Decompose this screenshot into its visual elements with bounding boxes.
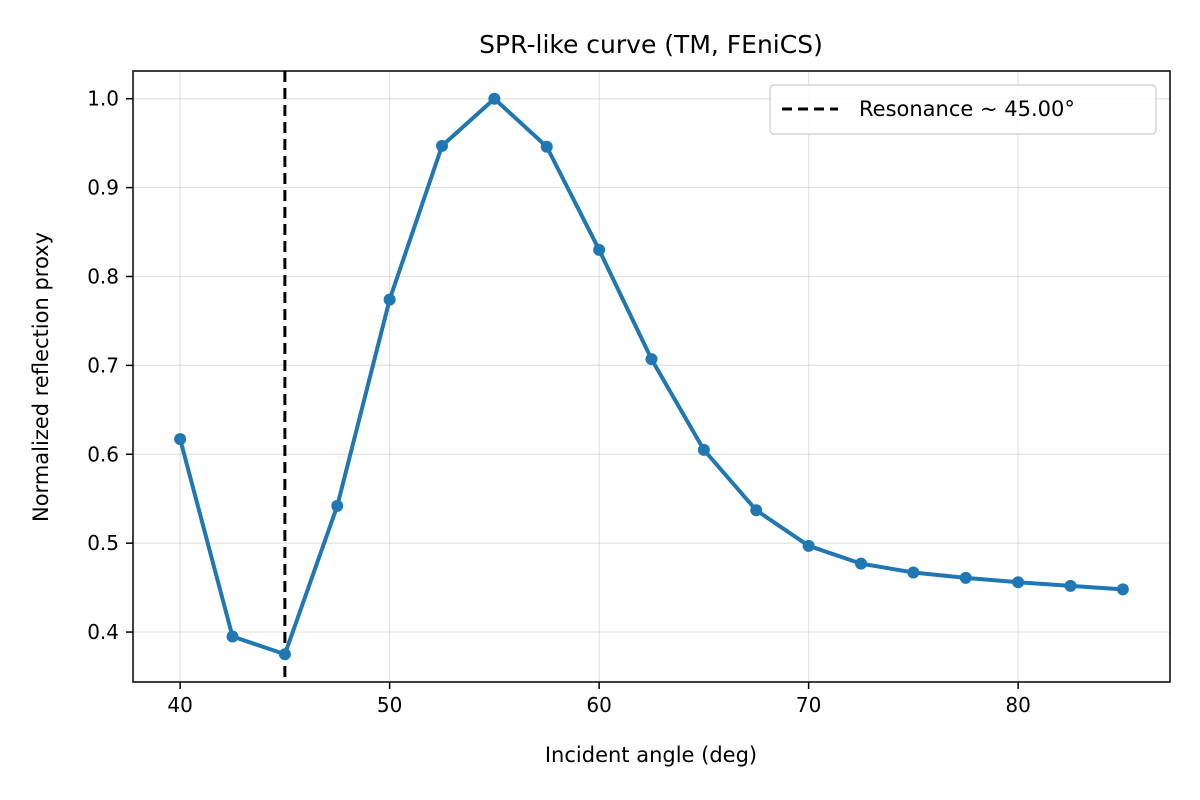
y-tick-label: 0.4	[87, 620, 119, 644]
data-point	[226, 630, 239, 643]
y-axis-label: Normalized reflection proxy	[29, 232, 53, 522]
y-tick-label: 1.0	[87, 87, 119, 111]
data-point	[436, 139, 449, 152]
legend-box	[769, 84, 1157, 135]
data-point	[1064, 579, 1077, 592]
x-tick-label: 70	[796, 693, 821, 717]
data-point	[383, 293, 396, 306]
data-point	[645, 353, 658, 366]
data-point	[540, 140, 553, 153]
grid	[133, 71, 1170, 682]
data-point	[697, 443, 710, 456]
legend-label-resonance: Resonance ~ 45.00°	[859, 97, 1075, 121]
x-tick-label: 40	[167, 693, 192, 717]
legend: Resonance ~ 45.00°	[769, 84, 1157, 135]
y-tick-label: 0.9	[87, 176, 119, 200]
x-tick-label: 50	[377, 693, 402, 717]
series-group	[174, 92, 1129, 661]
data-point	[1012, 576, 1025, 589]
chart-title: SPR-like curve (TM, FEniCS)	[479, 30, 823, 59]
x-axis-label: Incident angle (deg)	[545, 743, 757, 767]
y-tick-label: 0.8	[87, 265, 119, 289]
x-tick-label: 60	[586, 693, 611, 717]
y-tick-label: 0.7	[87, 353, 119, 377]
data-point	[593, 243, 606, 256]
x-ticks: 40 50 60 70 80	[167, 682, 1031, 717]
data-point	[750, 504, 763, 517]
data-point	[1116, 583, 1129, 596]
plot-frame	[132, 70, 1171, 683]
data-point	[488, 92, 501, 105]
y-ticks: 0.4 0.5 0.6 0.7 0.8 0.9 1.0	[87, 87, 133, 644]
data-point	[174, 433, 187, 446]
data-point	[278, 648, 291, 661]
data-point	[907, 566, 920, 579]
data-point	[854, 557, 867, 570]
x-tick-label: 80	[1005, 693, 1030, 717]
data-point	[802, 539, 815, 552]
data-point	[959, 571, 972, 584]
y-tick-label: 0.5	[87, 531, 119, 555]
data-point	[331, 499, 344, 512]
y-tick-label: 0.6	[87, 442, 119, 466]
series-line	[178, 96, 1125, 657]
